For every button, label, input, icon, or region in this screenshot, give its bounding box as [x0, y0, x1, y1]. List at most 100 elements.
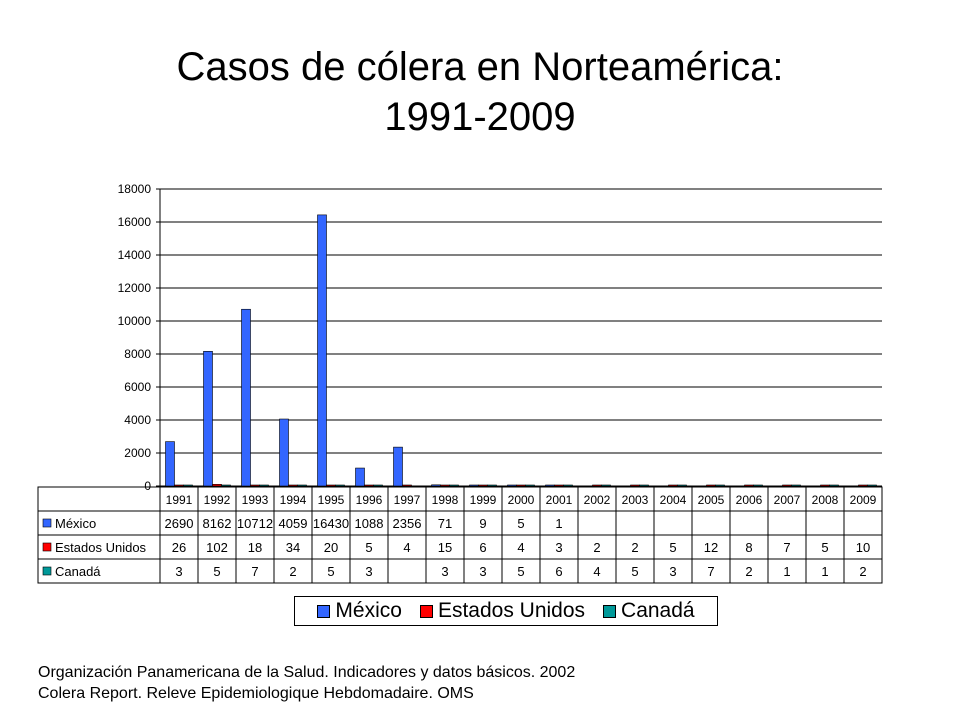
legend-label-mexico: México: [335, 599, 402, 622]
data-table-value: 34: [286, 540, 300, 555]
x-tick-label: 2007: [774, 493, 801, 507]
bar: [174, 484, 184, 487]
bar: [554, 484, 564, 487]
bar: [449, 484, 459, 487]
bar: [250, 484, 260, 487]
data-table-value: 3: [175, 564, 182, 579]
bar: [639, 484, 649, 487]
bar: [326, 484, 336, 487]
data-table-value: 26: [172, 540, 186, 555]
source-note: Organización Panamericana de la Salud. I…: [38, 662, 575, 704]
data-table-value: 20: [324, 540, 338, 555]
table-legend-key: [42, 518, 52, 528]
legend-label-canada: Canadá: [621, 599, 695, 622]
bar: [677, 484, 687, 487]
x-tick-label: 1991: [166, 493, 193, 507]
bar: [355, 467, 365, 487]
x-tick-label: 1998: [432, 493, 459, 507]
data-table-value: 2: [859, 564, 866, 579]
data-table-value: 12: [704, 540, 718, 555]
data-table-value: 8: [745, 540, 752, 555]
y-tick-label: 14000: [118, 248, 152, 262]
bar: [259, 484, 269, 487]
bar: [858, 484, 868, 487]
legend-swatch-canada: [603, 604, 617, 618]
data-table-value: 7: [783, 540, 790, 555]
bar: [668, 484, 678, 487]
bar: [212, 484, 222, 487]
data-table-value: 5: [327, 564, 334, 579]
data-table-value: 5: [517, 564, 524, 579]
bar: [317, 214, 327, 487]
bar: [393, 446, 403, 487]
x-tick-label: 1992: [204, 493, 231, 507]
data-table-value: 102: [206, 540, 228, 555]
bar: [592, 484, 602, 487]
bar: [601, 484, 611, 487]
data-table-value: 5: [669, 540, 676, 555]
bar: [545, 484, 555, 487]
bar: [279, 418, 289, 487]
bar: [364, 484, 374, 487]
bar: [744, 484, 754, 487]
y-tick-label: 10000: [118, 314, 152, 328]
table-series-label: Canadá: [55, 564, 101, 579]
legend-swatch-mexico: [317, 604, 331, 618]
data-table-value: 5: [631, 564, 638, 579]
y-tick-label: 6000: [124, 380, 151, 394]
data-table-value: 5: [517, 516, 524, 531]
bar: [516, 484, 526, 487]
data-table-value: 1: [821, 564, 828, 579]
table-series-label: Estados Unidos: [55, 540, 147, 555]
source-line-1: Organización Panamericana de la Salud. I…: [38, 664, 576, 681]
data-table-value: 10712: [237, 516, 273, 531]
data-table-value: 4059: [279, 516, 308, 531]
bar: [715, 484, 725, 487]
bar: [829, 484, 839, 487]
bar: [867, 484, 877, 487]
bar: [630, 484, 640, 487]
bar: [753, 484, 763, 487]
x-tick-label: 2008: [812, 493, 839, 507]
data-table-value: 3: [555, 540, 562, 555]
data-table-value: 8162: [203, 516, 232, 531]
data-table-value: 18: [248, 540, 262, 555]
x-tick-label: 1995: [318, 493, 345, 507]
data-table-value: 7: [251, 564, 258, 579]
data-table-value: 4: [403, 540, 410, 555]
data-table-value: 2: [745, 564, 752, 579]
x-tick-label: 1993: [242, 493, 269, 507]
data-table-value: 3: [479, 564, 486, 579]
x-tick-label: 2001: [546, 493, 573, 507]
data-table-value: 2: [289, 564, 296, 579]
data-table-value: 3: [441, 564, 448, 579]
bar: [431, 484, 441, 487]
bar: [478, 484, 488, 487]
data-table-value: 2356: [393, 516, 422, 531]
y-tick-label: 8000: [124, 347, 151, 361]
data-table-value: 6: [555, 564, 562, 579]
data-table-value: 5: [213, 564, 220, 579]
data-table-value: 10: [856, 540, 870, 555]
data-table-value: 9: [479, 516, 486, 531]
chart-title-line2: 1991-2009: [384, 95, 576, 139]
legend-swatch-estados-unidos: [419, 604, 433, 618]
bar: [221, 484, 231, 487]
x-tick-label: 1994: [280, 493, 307, 507]
x-tick-label: 1997: [394, 493, 421, 507]
x-tick-label: 1999: [470, 493, 497, 507]
chart-title-line1: Casos de cólera en Norteamérica:: [176, 45, 784, 89]
table-series-label: México: [55, 516, 96, 531]
bar: [507, 484, 517, 487]
y-tick-label: 16000: [118, 215, 152, 229]
data-table-value: 1088: [355, 516, 384, 531]
data-table-value: 71: [438, 516, 452, 531]
x-tick-label: 2003: [622, 493, 649, 507]
bar: [241, 308, 251, 487]
data-table-value: 5: [365, 540, 372, 555]
x-tick-label: 2000: [508, 493, 535, 507]
y-tick-label: 0: [144, 479, 151, 493]
bar: [782, 484, 792, 487]
table-legend-key: [42, 542, 52, 552]
chart-legend: México Estados Unidos Canadá: [294, 596, 718, 626]
